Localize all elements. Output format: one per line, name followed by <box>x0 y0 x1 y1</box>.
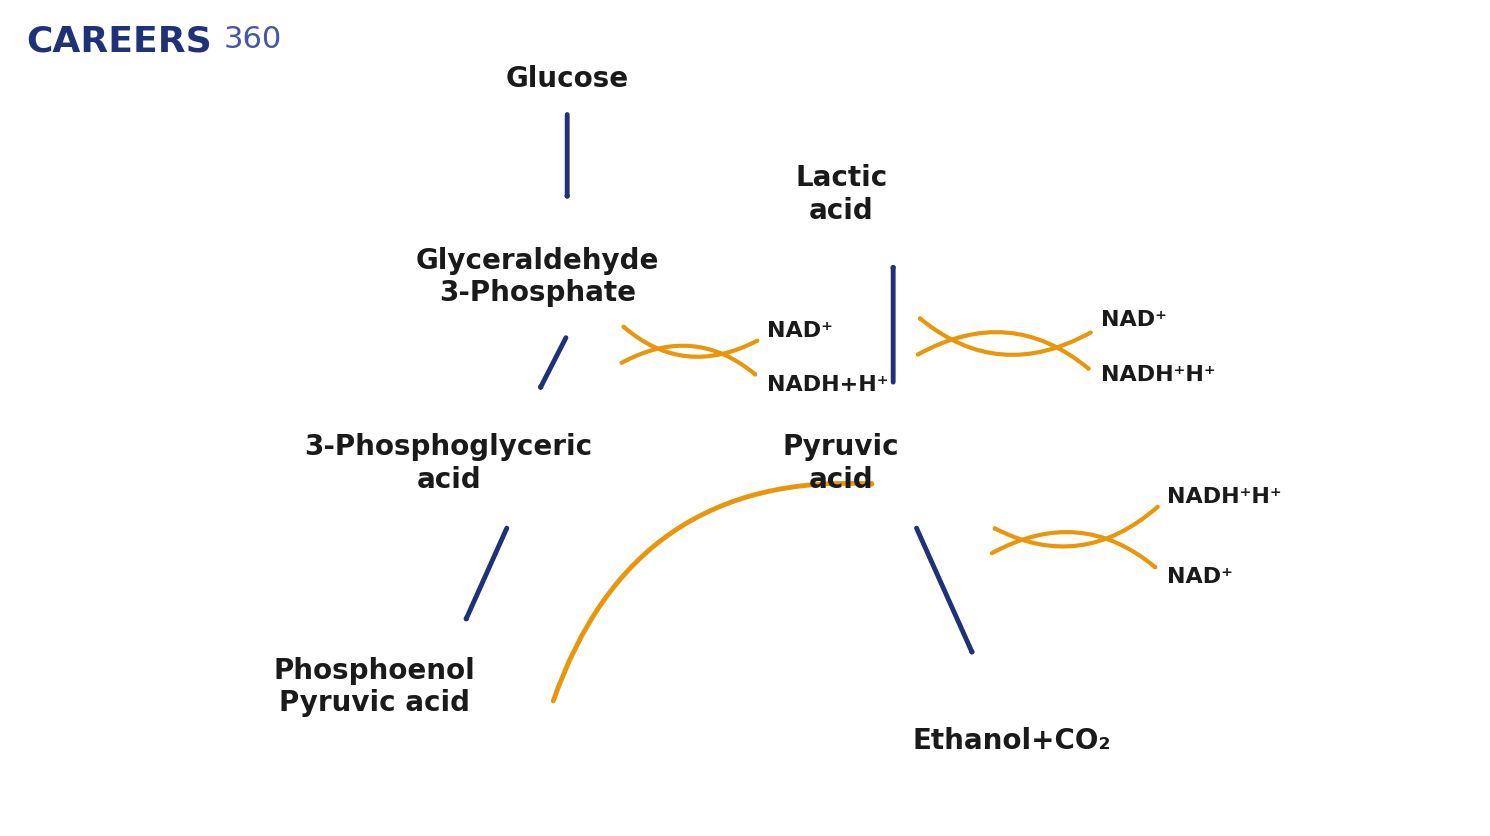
Text: NADH⁺H⁺: NADH⁺H⁺ <box>1101 365 1216 385</box>
Text: Phosphoenol
Pyruvic acid: Phosphoenol Pyruvic acid <box>274 657 475 717</box>
Text: NAD⁺: NAD⁺ <box>767 321 833 341</box>
Text: 3-Phosphoglyceric
acid: 3-Phosphoglyceric acid <box>304 433 593 494</box>
Text: NAD⁺: NAD⁺ <box>1101 310 1167 330</box>
Text: CAREERS: CAREERS <box>27 25 212 59</box>
Text: Glucose: Glucose <box>505 64 629 93</box>
Text: Glyceraldehyde
3-Phosphate: Glyceraldehyde 3-Phosphate <box>416 247 659 308</box>
Text: Pyruvic
acid: Pyruvic acid <box>784 433 900 494</box>
Text: Ethanol+CO₂: Ethanol+CO₂ <box>912 726 1112 755</box>
Text: NADH⁺H⁺: NADH⁺H⁺ <box>1167 487 1281 507</box>
Text: NADH+H⁺: NADH+H⁺ <box>767 375 888 395</box>
Text: NAD⁺: NAD⁺ <box>1167 567 1234 587</box>
Text: Lactic
acid: Lactic acid <box>796 165 888 225</box>
Text: 360: 360 <box>224 25 282 54</box>
